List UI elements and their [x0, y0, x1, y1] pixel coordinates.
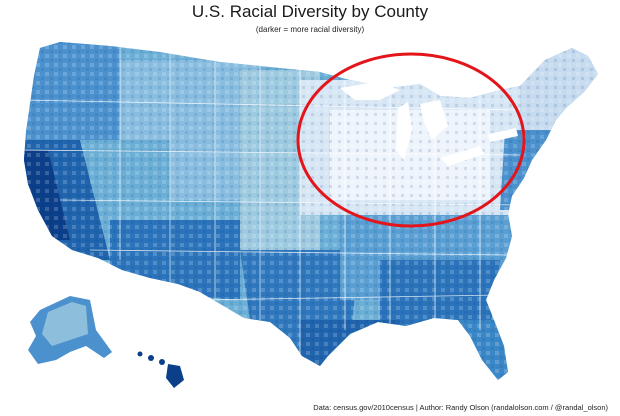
map-subtitle: (darker = more racial diversity) — [255, 25, 365, 34]
state-borders — [24, 42, 521, 360]
hawaii-island-2 — [148, 355, 154, 361]
lake-superior — [340, 82, 400, 100]
hawaii-island-1 — [137, 351, 143, 357]
alaska — [28, 296, 112, 364]
map-title: U.S. Racial Diversity by County — [191, 2, 429, 21]
highlight-ellipse — [296, 52, 526, 228]
hawaii — [137, 351, 184, 388]
hawaii-big-island — [166, 364, 184, 388]
data-credit: Data: census.gov/2010census | Author: Ra… — [313, 403, 608, 412]
lake-huron — [420, 100, 448, 140]
lake-ontario — [488, 128, 518, 142]
lake-michigan — [396, 102, 412, 160]
lake-erie — [440, 146, 484, 166]
alaska-interior — [42, 302, 88, 346]
hawaii-island-3 — [159, 359, 165, 365]
great-lakes — [340, 82, 518, 166]
